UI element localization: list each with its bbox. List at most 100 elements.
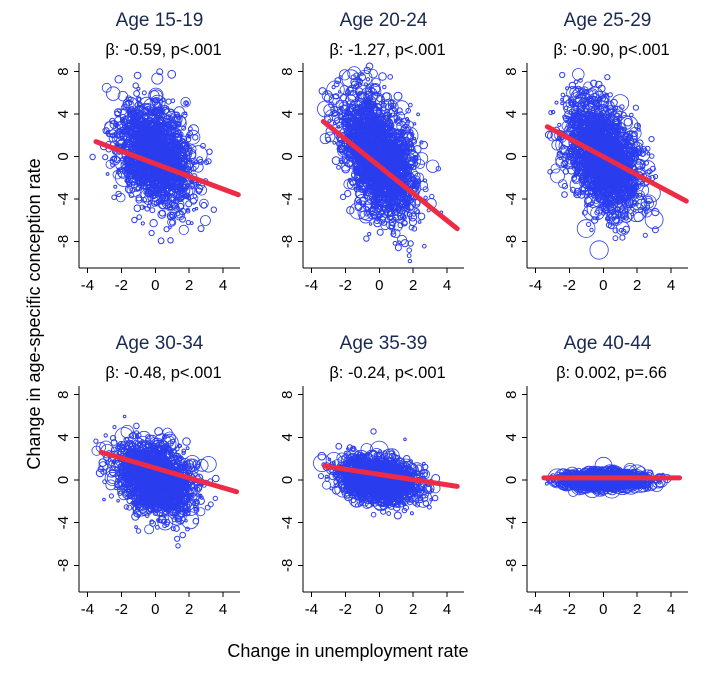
scatter-point bbox=[365, 77, 371, 82]
scatter-point bbox=[336, 125, 341, 129]
scatter-points bbox=[544, 68, 664, 260]
scatter-points bbox=[89, 68, 218, 245]
scatter-point bbox=[133, 204, 142, 212]
scatter-point bbox=[368, 222, 373, 226]
scatter-point bbox=[114, 75, 123, 84]
panel-title: Age 15-19 bbox=[116, 10, 204, 31]
scatter-point bbox=[417, 220, 422, 224]
scatter-point bbox=[149, 207, 156, 214]
scatter-point bbox=[185, 219, 191, 226]
scatter-point bbox=[612, 235, 619, 242]
x-tick-label: 0 bbox=[375, 277, 383, 294]
scatter-point bbox=[148, 229, 155, 237]
scatter-point bbox=[153, 199, 161, 207]
scatter-point bbox=[417, 212, 426, 221]
scatter-point bbox=[382, 84, 387, 90]
scatter-point bbox=[408, 224, 415, 231]
y-axis-title: Change in age-specific conception rate bbox=[24, 158, 44, 469]
scatter-point bbox=[644, 210, 664, 230]
y-tick-label: -4 bbox=[55, 192, 72, 205]
y-tick-label: -8 bbox=[55, 235, 72, 248]
scatter-point bbox=[394, 244, 402, 252]
scatter-point bbox=[188, 124, 199, 136]
x-tick-label: 2 bbox=[409, 277, 417, 294]
scatter-point bbox=[339, 160, 344, 164]
scatter-point bbox=[327, 119, 332, 123]
scatter-point bbox=[557, 122, 562, 128]
scatter-point bbox=[411, 226, 418, 232]
y-tick-label: 8 bbox=[279, 67, 296, 75]
scatter-point bbox=[117, 90, 129, 102]
scatter-point bbox=[170, 98, 176, 104]
x-tick-label: 4 bbox=[443, 277, 451, 294]
scatter-point bbox=[184, 101, 189, 105]
scatter-point bbox=[332, 140, 337, 145]
scatter-point bbox=[612, 227, 619, 234]
scatter-point bbox=[392, 217, 397, 221]
panel-title: Age 25-29 bbox=[564, 10, 652, 31]
scatter-point bbox=[367, 231, 372, 237]
scatter-point bbox=[561, 182, 569, 190]
y-tick-label: -8 bbox=[279, 235, 296, 248]
scatter-point bbox=[651, 208, 660, 217]
scatter-point bbox=[589, 240, 609, 260]
scatter-point bbox=[422, 243, 427, 249]
x-tick-label: 2 bbox=[185, 277, 193, 294]
scatter-point bbox=[326, 80, 345, 99]
x-tick-label: 0 bbox=[599, 277, 607, 294]
x-tick-label: -4 bbox=[529, 277, 542, 294]
scatter-point bbox=[178, 224, 189, 235]
scatter-point bbox=[560, 101, 564, 106]
scatter-point bbox=[150, 89, 163, 102]
scatter-point bbox=[149, 219, 158, 228]
scatter-point bbox=[199, 215, 211, 226]
y-tick-label: 4 bbox=[55, 110, 72, 118]
scatter-point bbox=[131, 216, 138, 224]
scatter-point bbox=[167, 69, 177, 79]
scatter-point bbox=[412, 122, 417, 126]
scatter-point bbox=[407, 258, 413, 264]
scatter-point bbox=[429, 193, 435, 200]
scatter-point bbox=[586, 221, 592, 227]
scatter-point bbox=[141, 90, 147, 96]
scatter-point bbox=[210, 206, 218, 213]
x-tick-label: 4 bbox=[667, 277, 675, 294]
scatter-point bbox=[157, 210, 167, 219]
scatter-point bbox=[560, 92, 566, 98]
scatter-point bbox=[111, 194, 117, 201]
scatter-point bbox=[192, 134, 199, 141]
x-tick-label: -2 bbox=[115, 277, 128, 294]
scatter-point bbox=[416, 112, 421, 117]
x-tick-label: -4 bbox=[81, 277, 94, 294]
scatter-point bbox=[133, 90, 141, 97]
scatter-point bbox=[197, 225, 205, 233]
x-tick-label: 4 bbox=[219, 277, 227, 294]
scatter-point bbox=[406, 253, 412, 259]
scatter-point bbox=[614, 106, 619, 110]
scatter-point bbox=[572, 68, 585, 81]
scatter-point bbox=[387, 74, 394, 80]
scatter-point bbox=[393, 91, 403, 101]
x-axis-title: Change in unemployment rate bbox=[227, 641, 468, 661]
scatter-point bbox=[392, 240, 398, 246]
scatter-point bbox=[185, 200, 193, 208]
scatter-point bbox=[619, 234, 626, 241]
panel-title: Age 20-24 bbox=[340, 10, 428, 31]
y-tick-label: 0 bbox=[279, 152, 296, 160]
y-tick-label: 8 bbox=[55, 67, 72, 75]
y-tick-label: -4 bbox=[279, 192, 296, 205]
y-tick-label: 0 bbox=[55, 152, 72, 160]
scatter-point bbox=[132, 82, 139, 89]
scatter-point bbox=[406, 247, 413, 253]
scatter-point bbox=[114, 108, 122, 117]
x-tick-label: 0 bbox=[151, 277, 159, 294]
y-tick-label: -4 bbox=[503, 192, 520, 205]
scatter-point bbox=[181, 125, 187, 131]
panel-stat: β: -1.27, p<.001 bbox=[329, 41, 445, 59]
scatter-point bbox=[376, 228, 384, 236]
scatter-point bbox=[192, 207, 196, 212]
